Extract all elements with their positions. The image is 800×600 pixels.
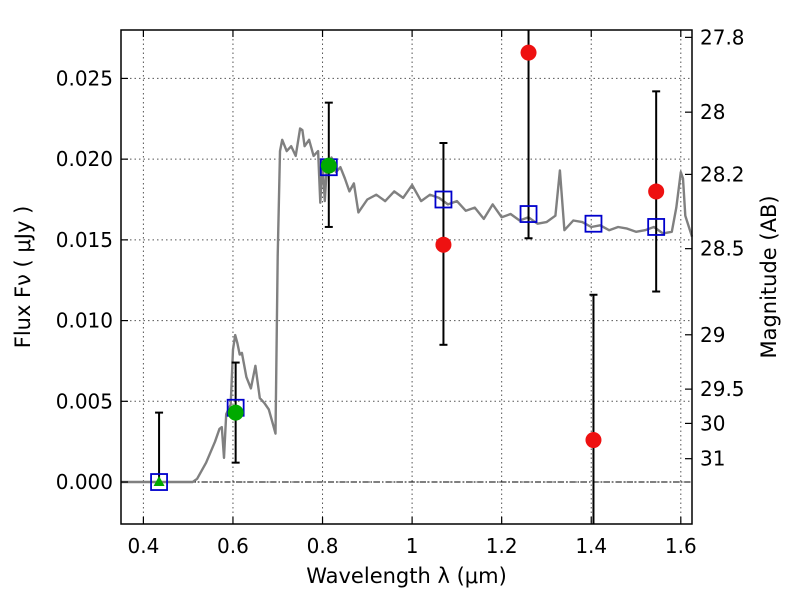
errorbars [155,30,661,524]
right-axis-ticks: 27.8 28 28.2 28.5 29 29.5 30 31 [685,25,745,471]
model-band-square [434,190,453,209]
right-tick-label: 29.5 [700,377,745,401]
y-tick-label: 0.005 [56,389,113,413]
model-band-square [519,205,538,223]
right-tick-label: 28.2 [700,162,745,186]
model-band-square [150,473,168,491]
right-tick-label: 28.5 [700,237,745,261]
y-tick-label: 0.025 [56,66,113,90]
photometry-point [520,44,537,61]
x-tick-label: 1.2 [486,534,518,558]
right-tick-label: 29 [700,323,725,347]
x-axis-label: Wavelength λ (μm) [306,564,507,588]
photometry-point [227,404,244,421]
photometry-point [435,236,452,253]
model-band-markers [150,158,666,491]
photometry-points [153,44,665,487]
x-axis-ticks: 0.4 0.6 0.8 1 1.2 1.4 1.6 [127,30,697,558]
y-axis-label: Flux Fν ( μJy ) [11,206,35,349]
grid [121,30,692,524]
y-tick-label: 0.010 [56,309,113,333]
model-spectrum-line [121,127,694,484]
y-tick-label: 0.000 [56,470,113,494]
right-tick-label: 28 [700,100,725,124]
right-axis-label: Magnitude (AB) [757,195,781,358]
x-tick-label: 0.6 [217,534,249,558]
model-band-square [584,214,603,233]
x-tick-label: 1.4 [575,534,607,558]
right-tick-label: 30 [700,411,725,435]
x-tick-label: 1 [406,534,419,558]
x-tick-label: 0.8 [307,534,339,558]
y-tick-label: 0.015 [56,228,113,252]
model-band-square [647,218,666,236]
right-tick-label: 27.8 [700,25,745,49]
y-tick-label: 0.020 [56,147,113,171]
plot-frame [120,29,693,525]
y-axis-ticks: 0.000 0.005 0.010 0.015 0.020 0.025 [56,66,128,494]
right-tick-label: 31 [700,447,725,471]
upper-limit-triangle [153,476,165,487]
photometry-point [585,432,602,449]
x-tick-label: 1.6 [665,534,697,558]
photometry-point [648,183,665,200]
photometry-point [320,157,337,174]
x-tick-label: 0.4 [127,534,159,558]
